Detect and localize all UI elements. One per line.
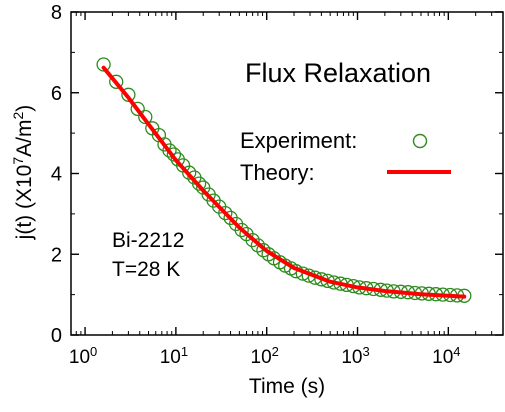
x-tick-label: 104	[432, 344, 460, 369]
annotation: Bi-2212 T=28 K	[112, 229, 184, 281]
data-point	[218, 205, 233, 221]
data-point	[245, 232, 260, 248]
data-point	[166, 147, 182, 162]
data-point	[256, 243, 271, 258]
data-point	[191, 176, 207, 191]
y-axis-label-close: )	[13, 105, 36, 112]
chart-title: Flux Relaxation	[245, 58, 431, 88]
legend: Experiment: Theory:	[240, 128, 451, 185]
y-tick-label: 4	[51, 164, 62, 186]
y-tick-label: 0	[51, 325, 62, 347]
y-tick-label: 2	[51, 244, 62, 266]
data-point	[182, 165, 197, 180]
legend-label-experiment: Experiment:	[240, 128, 357, 153]
data-point	[162, 143, 177, 158]
data-point	[250, 238, 266, 253]
annotation-sample: Bi-2212	[112, 229, 184, 252]
data-point	[96, 57, 111, 72]
data-point	[234, 222, 249, 238]
x-tick-label: 102	[251, 344, 279, 369]
data-point	[138, 109, 153, 125]
y-axis-ticks: 0 2 4 6 8	[51, 2, 503, 347]
y-axis-label-unit: A/m	[13, 119, 36, 156]
y-axis-label-unit-exp: 2	[10, 111, 26, 119]
x-tick-label: 100	[69, 344, 97, 369]
data-point	[121, 87, 136, 102]
y-tick-label: 8	[51, 2, 62, 24]
x-tick-label: 103	[341, 344, 369, 369]
data-point	[130, 101, 145, 117]
y-tick-label: 6	[51, 83, 62, 105]
x-tick-label: 101	[160, 344, 188, 369]
annotation-temperature: T=28 K	[112, 258, 180, 281]
theory-curve	[101, 65, 467, 299]
x-axis-ticks: 100 101 102 103 104	[69, 12, 504, 369]
data-marks	[96, 57, 472, 303]
legend-label-theory: Theory:	[240, 160, 315, 185]
x-axis-label: Time (s)	[249, 375, 325, 398]
y-axis-label-main: j(t) (X10	[13, 165, 36, 241]
y-axis-label: j(t) (X107A/m2)	[10, 105, 36, 241]
legend-marker-experiment	[412, 133, 428, 149]
data-point	[109, 74, 124, 89]
y-axis-label-exp: 7	[10, 157, 26, 165]
